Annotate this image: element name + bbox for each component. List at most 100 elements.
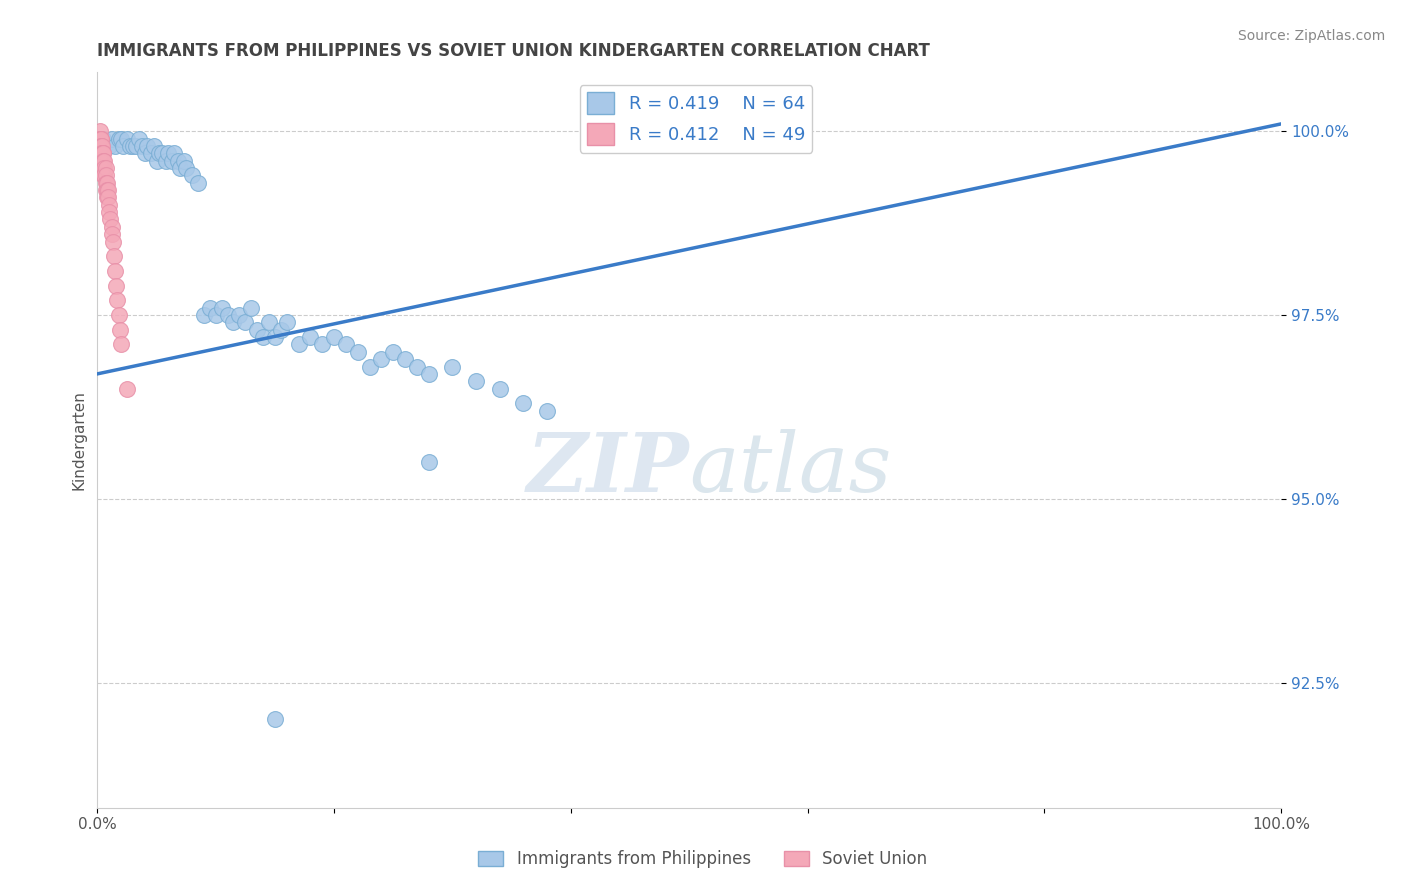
Point: [100, 212, 122, 227]
Point: [155, 153, 177, 168]
Point: [98, 205, 121, 219]
Point: [98, 139, 121, 153]
Point: [107, 131, 129, 145]
Point: [465, 374, 488, 388]
Point: [91, 146, 114, 161]
Point: [233, 315, 256, 329]
Point: [169, 161, 191, 175]
Point: [173, 153, 195, 168]
Point: [100, 219, 122, 234]
Point: [120, 139, 142, 153]
Point: [166, 153, 188, 168]
Point: [382, 344, 405, 359]
Point: [157, 146, 180, 161]
Point: [108, 323, 131, 337]
Point: [193, 308, 215, 322]
Point: [148, 146, 170, 161]
Point: [101, 235, 124, 249]
Point: [136, 139, 159, 153]
Point: [98, 198, 121, 212]
Point: [152, 146, 174, 161]
Point: [96, 176, 118, 190]
Point: [89, 139, 111, 153]
Point: [143, 139, 166, 153]
Point: [211, 301, 233, 315]
Point: [121, 139, 143, 153]
Text: IMMIGRANTS FROM PHILIPPINES VS SOVIET UNION KINDERGARTEN CORRELATION CHART: IMMIGRANTS FROM PHILIPPINES VS SOVIET UN…: [97, 42, 931, 60]
Point: [131, 139, 153, 153]
Point: [89, 124, 111, 138]
Point: [228, 308, 250, 322]
Point: [222, 315, 245, 329]
Point: [90, 131, 112, 145]
Point: [93, 169, 115, 183]
Point: [270, 323, 292, 337]
Point: [160, 153, 183, 168]
Point: [104, 264, 127, 278]
Point: [115, 131, 138, 145]
Point: [115, 382, 138, 396]
Point: [217, 308, 239, 322]
Point: [90, 131, 112, 145]
Point: [128, 131, 150, 145]
Point: [204, 308, 226, 322]
Point: [346, 344, 368, 359]
Y-axis label: Kindergarten: Kindergarten: [72, 390, 86, 490]
Point: [359, 359, 381, 374]
Point: [97, 190, 120, 204]
Point: [198, 301, 221, 315]
Point: [246, 323, 269, 337]
Point: [441, 359, 464, 374]
Point: [187, 176, 209, 190]
Point: [536, 403, 558, 417]
Point: [174, 161, 197, 175]
Point: [181, 169, 204, 183]
Point: [394, 352, 416, 367]
Point: [89, 131, 111, 145]
Point: [257, 315, 280, 329]
Point: [252, 330, 274, 344]
Point: [299, 330, 322, 344]
Point: [103, 249, 125, 263]
Point: [107, 293, 129, 308]
Point: [418, 455, 440, 469]
Point: [91, 139, 114, 153]
Point: [90, 139, 112, 153]
Point: [96, 183, 118, 197]
Point: [91, 161, 114, 175]
Point: [105, 278, 128, 293]
Point: [139, 146, 162, 161]
Point: [96, 190, 118, 204]
Point: [104, 139, 127, 153]
Point: [90, 146, 112, 161]
Point: [287, 337, 309, 351]
Point: [91, 153, 114, 168]
Point: [406, 359, 429, 374]
Point: [276, 315, 298, 329]
Text: Source: ZipAtlas.com: Source: ZipAtlas.com: [1237, 29, 1385, 43]
Point: [264, 330, 287, 344]
Point: [90, 146, 112, 161]
Point: [91, 161, 114, 175]
Point: [145, 153, 167, 168]
Point: [125, 139, 148, 153]
Point: [110, 131, 132, 145]
Point: [93, 161, 115, 175]
Point: [264, 713, 287, 727]
Point: [91, 169, 114, 183]
Point: [418, 367, 440, 381]
Point: [163, 146, 186, 161]
Legend: R = 0.419    N = 64, R = 0.412    N = 49: R = 0.419 N = 64, R = 0.412 N = 49: [579, 85, 813, 153]
Point: [94, 183, 117, 197]
Point: [97, 183, 120, 197]
Point: [94, 176, 117, 190]
Point: [240, 301, 263, 315]
Point: [91, 153, 114, 168]
Point: [91, 146, 114, 161]
Point: [90, 139, 112, 153]
Legend: Immigrants from Philippines, Soviet Union: Immigrants from Philippines, Soviet Unio…: [471, 844, 935, 875]
Point: [91, 153, 114, 168]
Text: atlas: atlas: [689, 429, 891, 509]
Point: [311, 337, 333, 351]
Point: [94, 161, 117, 175]
